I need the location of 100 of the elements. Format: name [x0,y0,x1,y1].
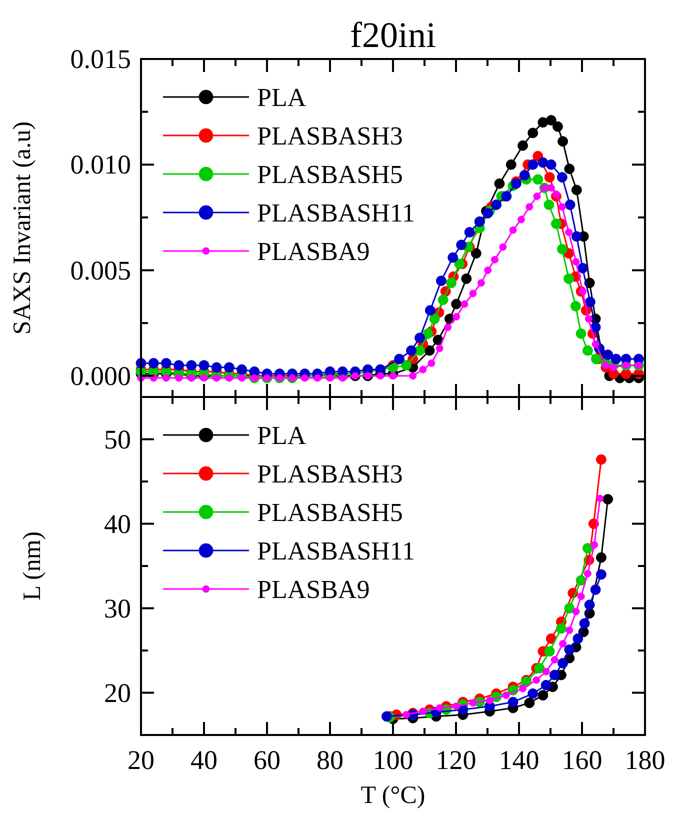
point [584,315,592,323]
legend-label: PLASBASH11 [257,198,415,228]
point [559,640,567,648]
point [175,374,183,382]
point [533,192,541,200]
point [494,178,505,189]
y-tick-label: 0.010 [70,150,131,180]
point [564,164,575,174]
point [609,364,617,372]
point [524,698,535,708]
legend-label: PLA [257,421,306,450]
legend-label: PLASBA9 [257,237,370,266]
point [532,174,544,185]
legend-label: PLASBASH5 [257,160,403,189]
point [558,203,566,211]
point [381,711,392,722]
point [236,364,248,375]
point [452,702,460,710]
point [160,358,172,368]
point [376,372,384,380]
x-axis-title: T (°C) [360,782,426,809]
point [400,360,412,371]
point [550,656,558,664]
point [602,362,610,370]
point [469,290,477,298]
point [544,200,554,210]
x-tick-label: 60 [254,745,280,775]
point [579,618,590,629]
point [564,644,575,655]
point [602,494,614,504]
point [565,228,573,236]
point [238,374,246,382]
y-tick-label: 0.000 [70,360,131,391]
point [582,543,593,554]
point [519,170,530,180]
point [502,692,510,700]
legend-label: PLASBASH3 [257,122,403,150]
point [577,592,585,600]
point [225,374,233,382]
point [590,322,601,333]
point [538,157,548,168]
point [484,266,492,274]
point [174,360,184,371]
point [552,190,560,198]
point [610,354,622,364]
point [576,328,586,339]
point [592,340,600,348]
legend-label: PLASBASH3 [257,460,403,488]
point [528,128,538,138]
point [436,276,446,286]
y-tick-label: 50 [104,424,131,454]
point [211,362,222,373]
point [570,300,581,312]
point [499,243,507,251]
point [436,704,444,712]
point [424,345,435,356]
point [452,312,460,320]
point [338,374,346,382]
point [414,345,426,356]
point [200,374,208,382]
point [414,332,426,344]
x-tick-label: 40 [190,745,218,775]
point [540,680,552,690]
point [596,454,606,465]
point [584,296,596,308]
point [542,668,550,676]
point [578,288,586,296]
point [326,374,334,382]
point [572,258,580,266]
point [188,374,196,382]
legend-label: PLASBASH11 [257,536,415,566]
point [517,216,525,224]
point [558,136,568,147]
point [491,200,502,210]
point [198,360,210,371]
point [501,191,512,202]
point [301,374,309,382]
point [549,670,560,680]
point [314,374,322,382]
x-tick-label: 140 [498,745,540,775]
legend-label: PLASBA9 [257,575,370,604]
point [538,117,548,128]
point [532,676,540,684]
point [432,334,444,346]
x-tick-label: 100 [372,745,414,775]
point [596,552,606,563]
x-tick-label: 80 [316,745,344,775]
point [406,345,417,356]
point [446,278,457,288]
x-tick-label: 180 [624,745,666,775]
legend-label: PLASBASH5 [257,498,403,527]
point [429,314,440,324]
point [550,218,562,230]
point [456,240,467,250]
point [577,262,588,274]
point [419,366,427,374]
point [186,360,197,371]
point [461,273,472,284]
point [508,696,518,708]
point [556,244,568,254]
